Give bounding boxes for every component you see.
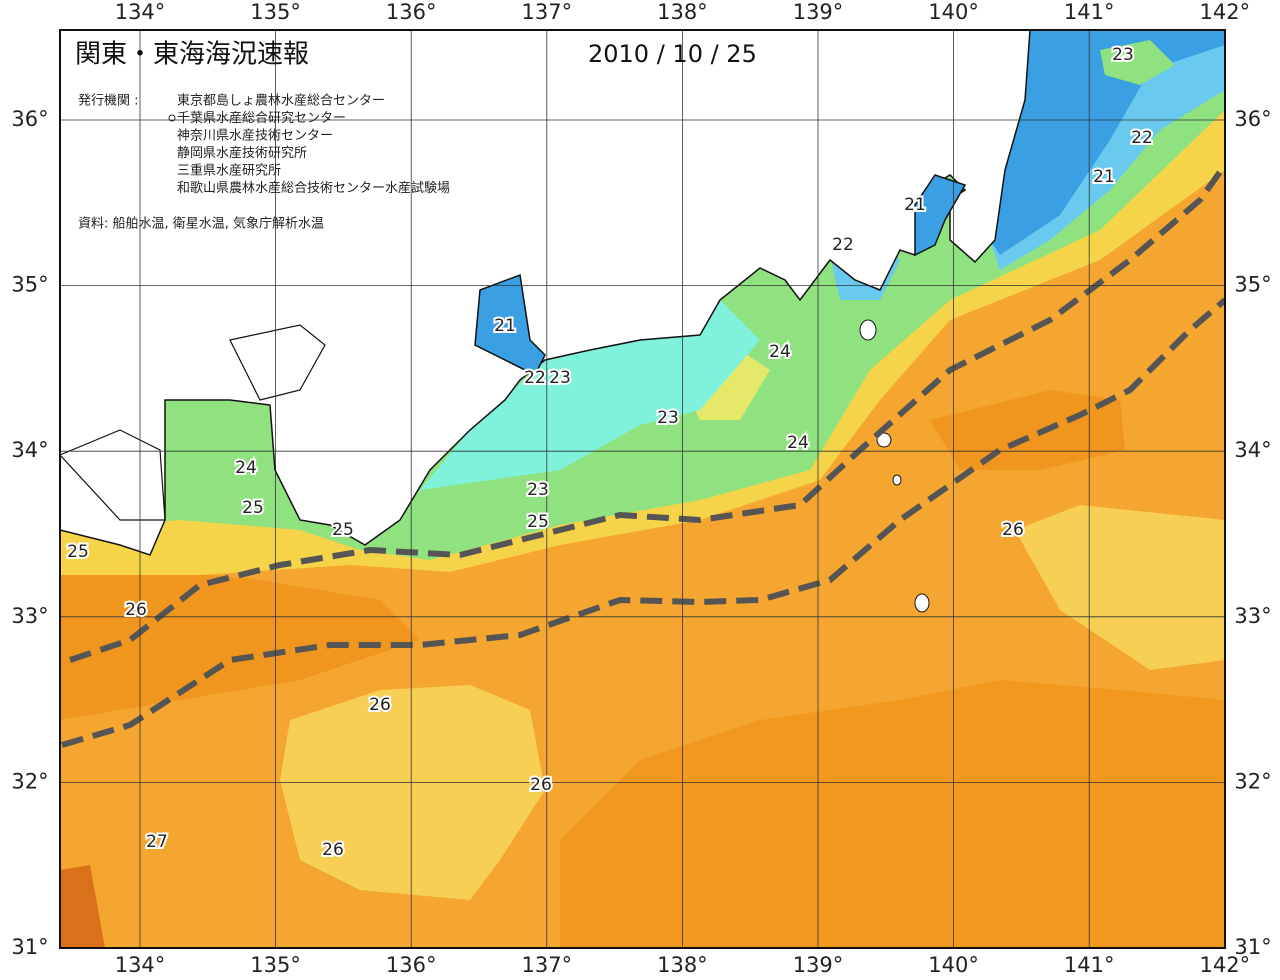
date: 2010 / 10 / 25: [588, 40, 757, 68]
contour-label: 25: [67, 542, 89, 562]
lon-label: 140°: [928, 953, 979, 977]
frame: [59, 29, 1226, 949]
lat-label: 36°: [1234, 107, 1271, 131]
contour-label: 24: [769, 342, 791, 362]
lat-label: 32°: [1234, 769, 1271, 793]
island: [876, 432, 892, 448]
contour-label: 21: [1093, 167, 1115, 187]
lat-label: 36°: [11, 107, 48, 131]
coldest-zone: [990, 30, 1225, 255]
warm-zone: [60, 560, 420, 720]
lon-label: 135°: [250, 0, 301, 24]
coastline: [60, 429, 166, 521]
lon-label: 138°: [657, 0, 708, 24]
contour-label: 21: [904, 195, 926, 215]
lon-label: 134°: [115, 0, 166, 24]
contour-label: 26: [322, 840, 344, 860]
lat-label: 32°: [11, 769, 48, 793]
lon-label: 141°: [1064, 953, 1115, 977]
lon-label: 139°: [793, 0, 844, 24]
lat-label: 35°: [1234, 273, 1271, 297]
tokyo-bay: [914, 174, 967, 257]
lon-label: 136°: [386, 953, 437, 977]
contour-label: 25: [242, 498, 264, 518]
publisher: 静岡県水産技術研究所: [177, 145, 307, 161]
cool-zone: [1015, 505, 1225, 670]
warm-zone: [560, 680, 1225, 948]
island: [914, 593, 930, 613]
contour-label: 23: [549, 368, 571, 388]
lat-label: 34°: [1234, 438, 1271, 462]
contour-label: 26: [369, 695, 391, 715]
contour-label: 22: [524, 368, 546, 388]
publisher: 神奈川県水産技術センター: [177, 128, 333, 144]
publisher: 千葉県水産総合研究センター: [177, 110, 346, 126]
marker: [168, 114, 176, 122]
lat-label: 31°: [11, 935, 48, 959]
publisher: 三重県水産研究所: [177, 163, 281, 179]
contour-label: 22: [832, 235, 854, 255]
lon-label: 140°: [928, 0, 979, 24]
contour-label: 24: [787, 433, 809, 453]
lon-label: 135°: [250, 953, 301, 977]
lat-label: 35°: [11, 273, 48, 297]
lon-label: 139°: [793, 953, 844, 977]
contour-label: 21: [494, 316, 516, 336]
kuroshio-axis: [61, 297, 1225, 748]
contour-label: 26: [125, 600, 147, 620]
source-note: 資料: 船舶水温, 衛星水温, 気象庁解析水温: [78, 216, 324, 232]
lon-label: 138°: [657, 953, 708, 977]
kuroshio-axis: [69, 163, 1225, 663]
lon-label: 141°: [1064, 0, 1115, 24]
lat-label: 31°: [1234, 935, 1271, 959]
island: [892, 474, 902, 486]
warm-zone: [930, 390, 1125, 470]
axis-labels: 134° 134° 135° 135° 136° 136° 137° 137° 138° 138°…: [11, 0, 1271, 977]
lon-label: 142°: [1200, 953, 1251, 977]
lon-label: 136°: [386, 0, 437, 24]
coastal-zone: [690, 350, 770, 420]
publisher-list: 東京都島しょ農林水産総合センター千葉県水産総合研究センター神奈川県水産技術センタ…: [177, 93, 450, 197]
cold-zone: [420, 300, 760, 490]
contour-label: 24: [235, 458, 257, 478]
lat-label: 33°: [1234, 604, 1271, 628]
publisher: 和歌山県農林水産総合技術センター水産試験場: [177, 180, 450, 196]
contour-label: 25: [332, 520, 354, 540]
contour-label: 25: [527, 512, 549, 532]
lon-label: 137°: [522, 0, 573, 24]
lat-label: 34°: [11, 438, 48, 462]
contour-label: 26: [530, 775, 552, 795]
lat-label: 33°: [11, 604, 48, 628]
publisher-label: 発行機関 :: [78, 94, 139, 109]
island: [229, 324, 326, 401]
contour-label: 23: [1112, 45, 1134, 65]
contour-label: 26: [1002, 520, 1024, 540]
contour-label: 27: [146, 832, 168, 852]
contour-label: 23: [527, 480, 549, 500]
lon-label: 142°: [1200, 0, 1251, 24]
publisher: 東京都島しょ農林水産総合センター: [177, 93, 385, 109]
lon-label: 137°: [522, 953, 573, 977]
title: 関東・東海海況速報: [75, 40, 309, 70]
island: [859, 319, 877, 341]
coastal-zone: [1100, 40, 1175, 85]
warmest-zone: [60, 865, 105, 948]
cool-zone: [280, 685, 545, 900]
contour-label: 22: [1131, 128, 1153, 148]
contour-label: 23: [657, 408, 679, 428]
lon-label: 134°: [115, 953, 166, 977]
